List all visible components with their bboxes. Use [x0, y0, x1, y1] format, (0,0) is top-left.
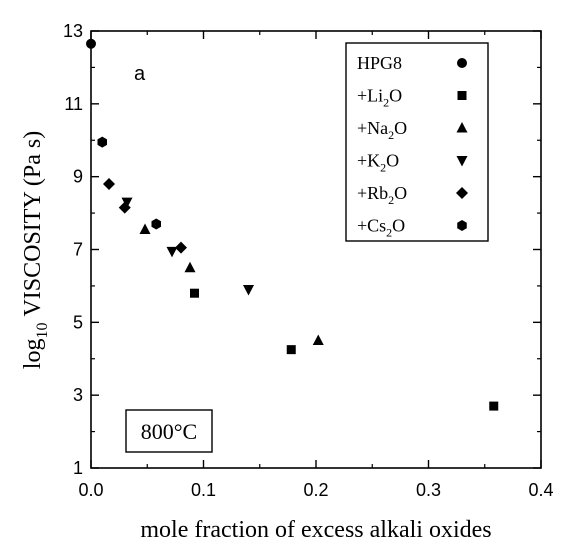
- temperature-box: [125, 409, 213, 453]
- legend: HPG8 +Li2O +Na2O +K2O +Rb2O +Cs2O: [357, 53, 468, 240]
- legend-marker-2: [456, 122, 468, 133]
- legend-marker-3: [456, 156, 468, 167]
- data-point-0-0: [86, 38, 96, 49]
- data-point-1-1: [286, 345, 296, 355]
- data-points: [86, 38, 499, 411]
- data-point-4-2: [175, 241, 187, 254]
- axis-ticks: [90, 30, 542, 469]
- temperature-annotation: 800°C: [141, 419, 197, 444]
- legend-label-2: +Na2O: [357, 118, 407, 142]
- x-axis-label: mole fraction of excess alkali oxides: [140, 517, 491, 543]
- data-point-3-2: [243, 285, 254, 296]
- data-point-2-1: [184, 261, 196, 273]
- legend-marker-4: [456, 187, 468, 199]
- legend-label-4: +Rb2O: [357, 183, 407, 207]
- data-point-5-1: [151, 218, 162, 230]
- data-point-4-0: [103, 177, 115, 190]
- y-tick-label-4: 9: [73, 167, 83, 187]
- y-tick-label-2: 5: [73, 312, 83, 332]
- panel-label: a: [134, 63, 146, 85]
- legend-label-1: +Li2O: [357, 86, 402, 110]
- legend-box: [345, 42, 489, 242]
- y-tick-label-1: 3: [73, 385, 83, 405]
- x-tick-label-2: 0.2: [303, 480, 328, 500]
- data-point-1-2: [489, 401, 499, 411]
- legend-marker-1: [457, 91, 467, 100]
- legend-marker-5: [457, 220, 467, 231]
- x-tick-labels: 0.0 0.1 0.2 0.3 0.4: [78, 480, 553, 500]
- y-tick-label-5: 11: [64, 94, 83, 114]
- legend-label-5: +Cs2O: [357, 216, 405, 240]
- data-point-2-2: [312, 334, 324, 346]
- y-tick-label-3: 7: [73, 240, 83, 260]
- data-point-1-0: [190, 288, 199, 298]
- y-axis-label: log10 VISCOSITY (Pa s): [20, 131, 51, 369]
- data-point-3-0: [121, 197, 133, 209]
- data-point-5-0: [97, 136, 108, 148]
- y-axis-label-log-subscript: 10: [34, 323, 51, 339]
- x-tick-label-0: 0.0: [78, 480, 103, 500]
- y-axis-label-log: log: [20, 339, 46, 370]
- y-tick-label-0: 1: [73, 458, 83, 478]
- y-axis-label-main: VISCOSITY (Pa s): [20, 131, 46, 317]
- data-point-2-0: [139, 223, 151, 234]
- x-tick-label-4: 0.4: [528, 480, 553, 500]
- legend-label-0: HPG8: [357, 53, 402, 73]
- data-point-3-1: [166, 246, 178, 258]
- legend-label-3: +K2O: [357, 151, 399, 175]
- data-point-4-1: [118, 201, 131, 214]
- x-tick-label-3: 0.3: [416, 480, 441, 500]
- y-tick-label-6: 13: [63, 21, 83, 41]
- legend-marker-0: [457, 58, 467, 68]
- x-tick-label-1: 0.1: [191, 480, 216, 500]
